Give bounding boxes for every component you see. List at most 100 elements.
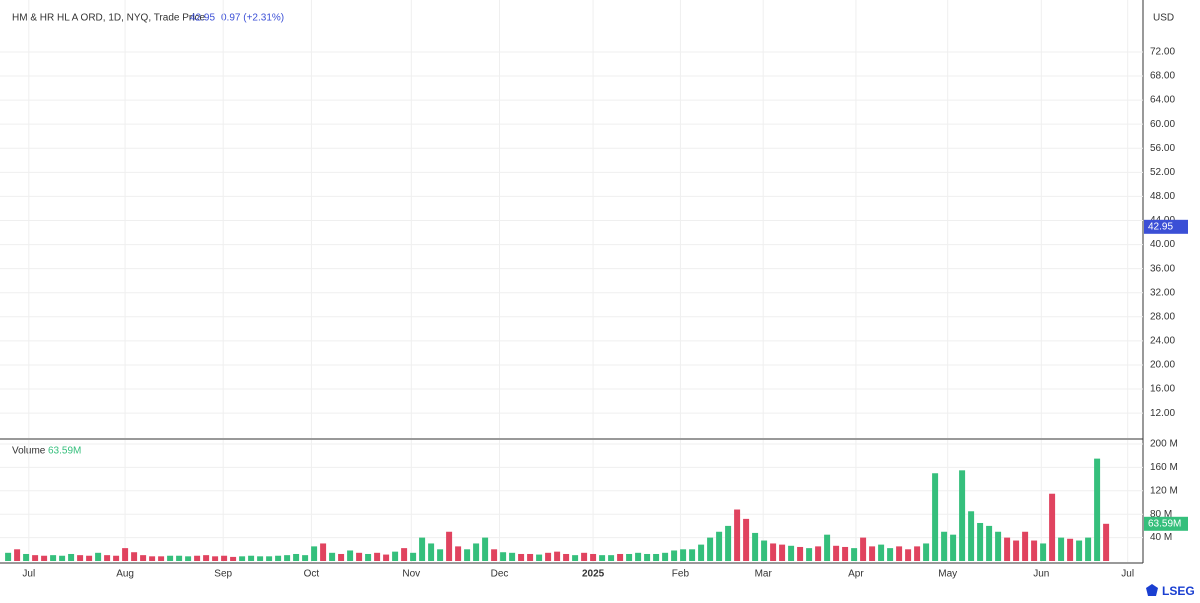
volume-bar bbox=[671, 550, 678, 561]
volume-bar bbox=[248, 555, 255, 561]
x-tick-label: Apr bbox=[848, 569, 864, 580]
volume-bar bbox=[356, 552, 363, 561]
volume-bar bbox=[653, 553, 660, 561]
volume-tag bbox=[1144, 516, 1188, 531]
volume-bar bbox=[419, 537, 426, 561]
volume-bar bbox=[545, 552, 552, 561]
y-tick-label: 40 M bbox=[1150, 532, 1172, 543]
volume-bar bbox=[842, 546, 849, 561]
volume-bar bbox=[302, 555, 309, 561]
volume-bar bbox=[113, 555, 120, 561]
y-tick-label: 68.00 bbox=[1150, 71, 1175, 82]
y-tick-label: 56.00 bbox=[1150, 143, 1175, 154]
volume-bar bbox=[725, 525, 732, 561]
volume-bar bbox=[770, 543, 777, 561]
volume-bar bbox=[455, 546, 462, 561]
volume-bar bbox=[878, 544, 885, 561]
volume-bar bbox=[662, 552, 669, 561]
volume-bar bbox=[293, 553, 300, 561]
x-tick-label: Jun bbox=[1033, 569, 1049, 580]
volume-bar bbox=[950, 534, 957, 561]
y-tick-label: 36.00 bbox=[1150, 263, 1175, 274]
volume-bar bbox=[797, 546, 804, 561]
volume-bar bbox=[1058, 537, 1065, 561]
y-tick-label: 80 M bbox=[1150, 509, 1172, 520]
volume-bar bbox=[923, 543, 930, 561]
volume-bar bbox=[743, 518, 750, 561]
volume-bar bbox=[680, 549, 687, 561]
volume-bar bbox=[1076, 540, 1083, 561]
volume-bar bbox=[608, 555, 615, 561]
volume-bar bbox=[347, 550, 354, 561]
volume-bar bbox=[203, 555, 210, 561]
volume-bar bbox=[275, 555, 282, 561]
volume-bar bbox=[689, 549, 696, 561]
volume-bar bbox=[239, 556, 246, 561]
volume-bar bbox=[32, 555, 39, 561]
y-tick-label: 52.00 bbox=[1150, 167, 1175, 178]
volume-bar bbox=[401, 548, 408, 561]
volume-bar bbox=[392, 551, 399, 561]
volume-bar bbox=[527, 553, 534, 561]
volume-bar bbox=[1103, 523, 1110, 561]
volume-bar bbox=[482, 537, 489, 561]
x-tick-label: Jul bbox=[22, 569, 35, 580]
volume-bar bbox=[77, 555, 84, 561]
volume-bar bbox=[860, 537, 867, 561]
price-tag bbox=[1144, 219, 1188, 234]
volume-tag-label: 63.59M bbox=[1148, 518, 1181, 529]
y-tick-label: 20.00 bbox=[1150, 360, 1175, 371]
x-tick-label: Jul bbox=[1121, 569, 1134, 580]
volume-bar bbox=[941, 531, 948, 561]
volume-bar bbox=[590, 553, 597, 561]
volume-bar bbox=[320, 543, 327, 561]
volume-bar bbox=[149, 556, 156, 561]
volume-bar bbox=[131, 552, 138, 561]
volume-bar bbox=[122, 548, 129, 561]
price-change: 0.97 (+2.31%) bbox=[221, 13, 284, 24]
volume-bar bbox=[194, 555, 201, 561]
volume-bar bbox=[716, 531, 723, 561]
y-tick-label: 32.00 bbox=[1150, 287, 1175, 298]
volume-bar bbox=[995, 531, 1002, 561]
volume-bar bbox=[1094, 458, 1101, 561]
volume-bar bbox=[14, 549, 21, 561]
volume-bar bbox=[176, 555, 183, 561]
volume-bar bbox=[383, 554, 390, 561]
volume-bar bbox=[104, 555, 111, 561]
volume-bar bbox=[284, 555, 291, 561]
volume-bar bbox=[986, 525, 993, 561]
volume-bar bbox=[932, 473, 939, 561]
y-tick-label: 60.00 bbox=[1150, 119, 1175, 130]
header: HM & HR HL A ORD, 1D, NYQ, Trade Price 4… bbox=[12, 13, 284, 24]
volume-bar bbox=[896, 546, 903, 561]
x-tick-label: Oct bbox=[304, 569, 320, 580]
y-tick-label: 40.00 bbox=[1150, 239, 1175, 250]
volume-bar bbox=[968, 511, 975, 561]
volume-bar bbox=[626, 553, 633, 561]
y-tick-label: 72.00 bbox=[1150, 47, 1175, 58]
volume-bar bbox=[599, 555, 606, 561]
x-tick-label: 2025 bbox=[582, 569, 605, 580]
volume-bar bbox=[1067, 538, 1074, 561]
volume-bar bbox=[1022, 531, 1029, 561]
volume-bar bbox=[428, 543, 435, 561]
volume-bar bbox=[41, 555, 48, 561]
volume-bar bbox=[311, 546, 318, 561]
y-tick-label: 160 M bbox=[1150, 462, 1178, 473]
x-tick-label: Feb bbox=[672, 569, 690, 580]
volume-bar bbox=[1085, 537, 1092, 561]
y-tick-label: 24.00 bbox=[1150, 336, 1175, 347]
brand: LSEG bbox=[1146, 584, 1195, 598]
volume-bar bbox=[491, 549, 498, 561]
volume-bar bbox=[50, 555, 57, 561]
volume-bar bbox=[644, 553, 651, 561]
volume-bar bbox=[1013, 540, 1020, 561]
volume-bar bbox=[140, 555, 147, 561]
volume-bar bbox=[734, 509, 741, 561]
volume-bar bbox=[257, 556, 264, 561]
instrument: HM & HR HL A ORD, 1D, NYQ, Trade Price bbox=[12, 13, 205, 24]
brand-icon bbox=[1146, 584, 1158, 596]
volume-bar bbox=[1031, 540, 1038, 561]
